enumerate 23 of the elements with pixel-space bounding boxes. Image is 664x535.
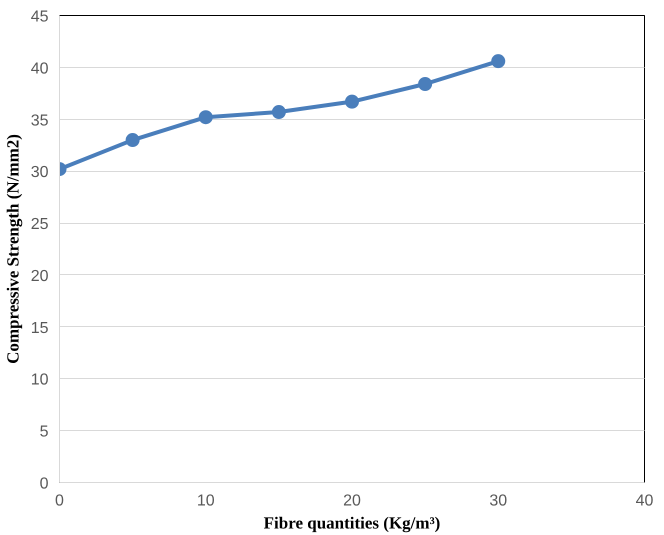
y-tick-label: 15: [30, 320, 49, 337]
y-tick-label: 25: [30, 216, 49, 234]
y-tick-label: 5: [40, 424, 49, 441]
point: [272, 105, 286, 119]
y-tick-label: 45: [30, 8, 49, 26]
y-axis-title: Compressive Strength (N/mm2): [4, 134, 23, 364]
x-tick-label: 0: [55, 492, 64, 510]
point: [198, 110, 213, 124]
x-axis-title: Fibre quantities (Kg/m³): [264, 514, 440, 532]
y-tick-label: 30: [30, 164, 49, 182]
point: [491, 54, 506, 68]
y-tick-label: 0: [40, 476, 49, 492]
y-tick-label: 20: [30, 268, 49, 285]
y-tick-label: 10: [30, 372, 49, 389]
point: [345, 94, 359, 109]
y-tick-label: 35: [30, 112, 49, 130]
point: [418, 77, 432, 91]
x-tick-label: 40: [636, 492, 654, 510]
point: [126, 133, 140, 148]
x-tick-label: 30: [489, 492, 508, 510]
x-tick-label: 20: [343, 492, 361, 510]
y-tick-label: 40: [30, 60, 49, 78]
x-tick-label: 10: [196, 492, 215, 510]
